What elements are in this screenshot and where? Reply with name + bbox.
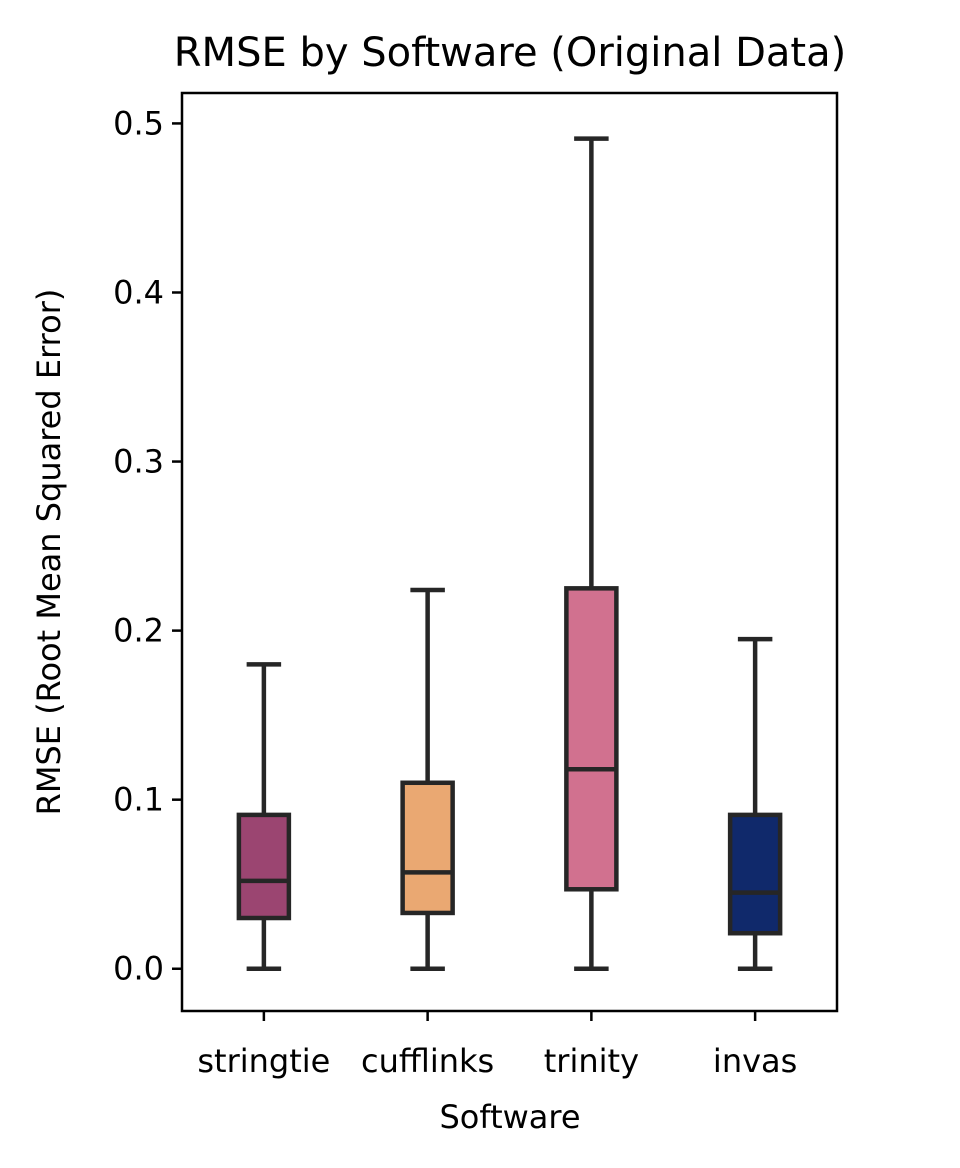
x-axis: stringtie cufflinks trinity invas <box>197 1011 797 1080</box>
box-cufflinks <box>400 587 455 971</box>
box-invas <box>727 636 783 971</box>
box-trinity <box>564 136 619 971</box>
y-tick-label: 0.2 <box>113 612 164 650</box>
y-tick-label: 0.4 <box>113 273 164 311</box>
y-axis-label: RMSE (Root Mean Squared Error) <box>30 289 68 816</box>
x-tick-label-trinity: trinity <box>544 1042 639 1080</box>
chart-title: RMSE by Software (Original Data) <box>174 30 846 76</box>
x-tick-label-cufflinks: cufflinks <box>361 1042 494 1080</box>
y-tick-label: 0.1 <box>113 781 164 819</box>
x-tick-label-invas: invas <box>713 1042 797 1080</box>
y-axis: 0.0 0.1 0.2 0.3 0.4 0.5 <box>113 104 182 988</box>
x-tick-label-stringtie: stringtie <box>197 1042 330 1080</box>
x-axis-label: Software <box>439 1098 580 1136</box>
iqr-box <box>236 812 292 921</box>
iqr-box <box>727 812 783 936</box>
y-tick-label: 0.0 <box>113 950 164 988</box>
iqr-box <box>564 586 619 892</box>
y-tick-label: 0.5 <box>113 104 164 142</box>
iqr-box <box>400 780 455 916</box>
y-tick-label: 0.3 <box>113 443 164 481</box>
plot-area-frame <box>180 91 839 1013</box>
box-stringtie <box>236 662 292 971</box>
